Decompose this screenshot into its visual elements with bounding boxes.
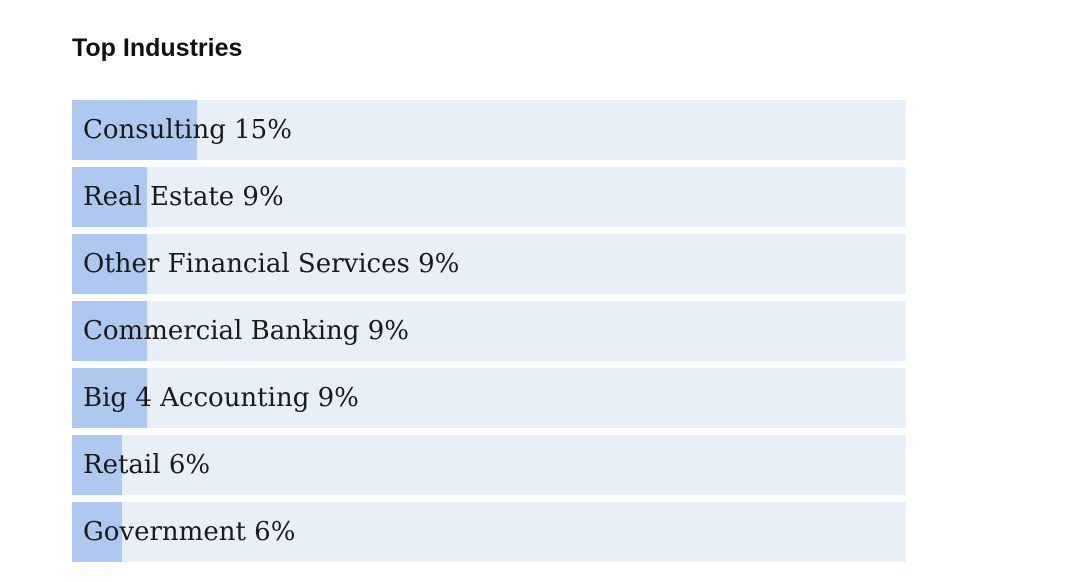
bar-label: Commercial Banking 9% bbox=[83, 301, 409, 361]
value-label: 6% bbox=[254, 517, 296, 547]
bar-row: Real Estate 9% bbox=[72, 167, 906, 227]
value-label: 9% bbox=[367, 316, 409, 346]
category-label: Consulting bbox=[83, 115, 226, 145]
chart-container: Top Industries Consulting 15% Real Estate… bbox=[72, 30, 906, 569]
category-label: Government bbox=[83, 517, 246, 547]
bar-track bbox=[72, 435, 906, 495]
value-label: 9% bbox=[242, 182, 284, 212]
category-label: Real Estate bbox=[83, 182, 235, 212]
bar-track bbox=[72, 301, 906, 361]
bar-row: Government 6% bbox=[72, 502, 906, 562]
bar-fill bbox=[72, 435, 123, 495]
bar-track bbox=[72, 368, 906, 428]
bar-fill bbox=[72, 368, 148, 428]
category-label: Retail bbox=[83, 450, 161, 480]
bar-row: Big 4 Accounting 9% bbox=[72, 368, 906, 428]
bar-list: Consulting 15% Real Estate 9% Other Financ… bbox=[72, 100, 906, 562]
bar-label: Real Estate 9% bbox=[83, 167, 284, 227]
category-label: Big 4 Accounting bbox=[83, 383, 310, 413]
bar-label: Government 6% bbox=[83, 502, 295, 562]
bar-label: Big 4 Accounting 9% bbox=[83, 368, 359, 428]
bar-row: Commercial Banking 9% bbox=[72, 301, 906, 361]
category-label: Other Financial Services bbox=[83, 249, 410, 279]
bar-label: Other Financial Services 9% bbox=[83, 234, 459, 294]
value-label: 9% bbox=[418, 249, 460, 279]
bar-track bbox=[72, 234, 906, 294]
bar-row: Retail 6% bbox=[72, 435, 906, 495]
chart-title: Top Industries bbox=[72, 34, 243, 62]
bar-row: Other Financial Services 9% bbox=[72, 234, 906, 294]
bar-label: Consulting 15% bbox=[83, 100, 292, 160]
value-label: 6% bbox=[168, 450, 211, 480]
bar-row: Consulting 15% bbox=[72, 100, 906, 160]
bar-fill bbox=[72, 301, 148, 361]
bar-fill bbox=[72, 502, 123, 562]
category-label: Commercial Banking bbox=[83, 316, 360, 346]
value-label: 15% bbox=[234, 115, 292, 145]
bar-label: Retail 6% bbox=[83, 435, 210, 495]
value-label: 9% bbox=[317, 383, 359, 413]
bar-track bbox=[72, 502, 906, 562]
bar-track bbox=[72, 100, 906, 160]
bar-fill bbox=[72, 167, 148, 227]
bar-fill bbox=[72, 234, 148, 294]
bar-fill bbox=[72, 100, 198, 160]
bar-track bbox=[72, 167, 906, 227]
